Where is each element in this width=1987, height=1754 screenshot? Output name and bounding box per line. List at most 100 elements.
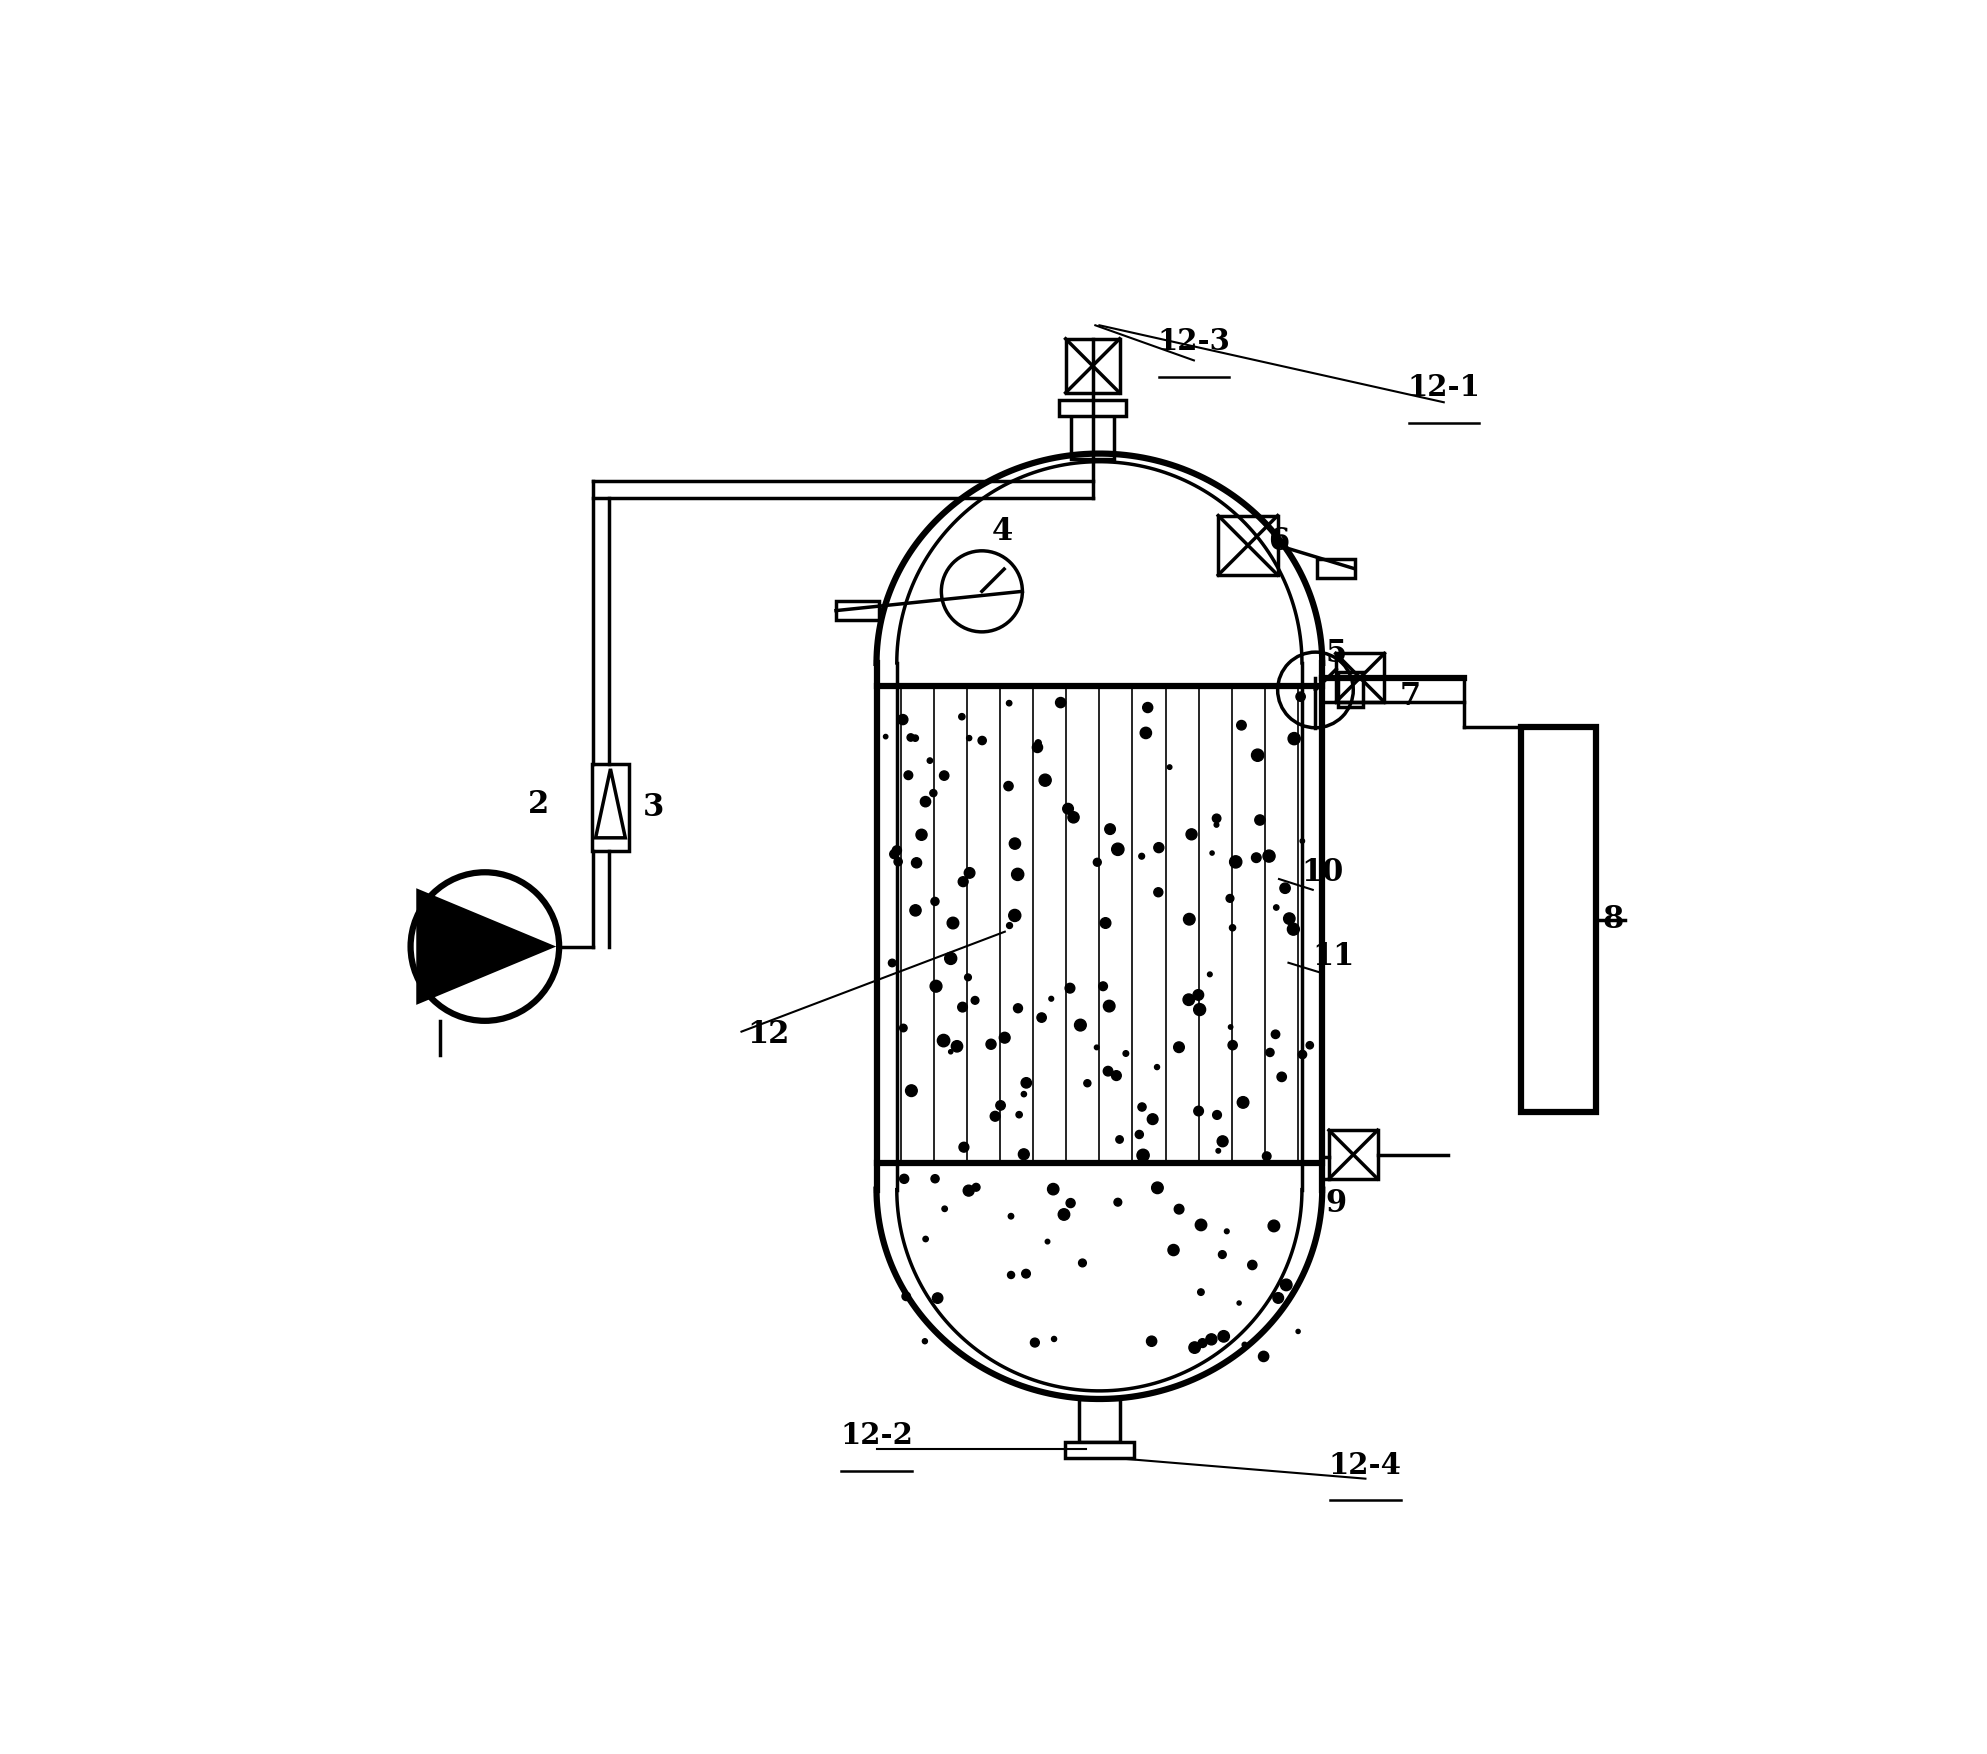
Bar (592, 763, 630, 851)
Point (954, 859, 986, 888)
Point (1220, 847, 1252, 875)
Point (1007, 1080, 1039, 1109)
Point (1278, 724, 1309, 752)
Point (1228, 1331, 1260, 1359)
Bar (1317, 560, 1355, 579)
Point (995, 1261, 1027, 1289)
Point (1045, 689, 1077, 717)
Point (1137, 1328, 1168, 1356)
Point (948, 868, 980, 896)
Point (1224, 1289, 1256, 1317)
Point (1236, 1251, 1268, 1279)
Bar (1071, 407, 1115, 460)
Point (1089, 909, 1121, 937)
Point (1282, 1317, 1313, 1345)
Point (1127, 1142, 1158, 1170)
Point (994, 912, 1025, 940)
Point (1095, 816, 1127, 844)
Point (1278, 916, 1309, 944)
Point (1270, 1272, 1301, 1300)
Bar (1339, 672, 1363, 707)
Point (1047, 1200, 1079, 1228)
Point (882, 847, 914, 875)
Point (1053, 973, 1085, 1002)
Point (1294, 1031, 1325, 1059)
Point (888, 1014, 920, 1042)
Point (922, 1284, 954, 1312)
Point (1200, 810, 1232, 838)
Point (892, 761, 924, 789)
Point (1286, 682, 1317, 710)
Point (1137, 1105, 1168, 1133)
Bar (1522, 728, 1596, 1112)
Point (928, 1026, 960, 1054)
Point (946, 993, 978, 1021)
Point (1057, 803, 1089, 831)
Point (994, 772, 1025, 800)
Point (910, 1224, 942, 1252)
Text: 12-4: 12-4 (1329, 1451, 1403, 1480)
Bar (1079, 1400, 1119, 1442)
Point (900, 724, 932, 752)
Text: 12-2: 12-2 (841, 1421, 912, 1451)
Point (1252, 1142, 1284, 1170)
Point (1053, 795, 1085, 823)
Point (934, 944, 966, 972)
Point (1266, 1063, 1298, 1091)
Text: 3: 3 (644, 793, 664, 823)
Point (995, 1201, 1027, 1230)
Point (948, 1133, 980, 1161)
Point (888, 1165, 920, 1193)
Point (910, 788, 942, 816)
Text: 10: 10 (1301, 856, 1343, 888)
Point (1158, 1237, 1190, 1265)
Point (1186, 1330, 1218, 1358)
Point (1172, 986, 1204, 1014)
Point (1019, 1328, 1051, 1356)
Point (946, 703, 978, 731)
Point (1260, 893, 1292, 921)
Point (954, 724, 986, 752)
Point (1286, 828, 1317, 856)
Point (1001, 995, 1033, 1023)
Point (1127, 842, 1158, 870)
Point (938, 909, 970, 937)
Point (1037, 1324, 1069, 1352)
Point (1216, 1031, 1248, 1059)
Point (1111, 1040, 1143, 1068)
Point (1248, 1342, 1280, 1370)
Point (1101, 1061, 1133, 1089)
Point (1254, 1038, 1286, 1066)
Point (1141, 1052, 1172, 1080)
Point (1007, 1140, 1039, 1168)
Point (890, 1282, 922, 1310)
Text: 11: 11 (1311, 940, 1355, 972)
Point (920, 1165, 952, 1193)
Point (1242, 742, 1274, 770)
Point (896, 1077, 928, 1105)
Point (1240, 844, 1272, 872)
Point (1162, 1194, 1194, 1223)
Point (1270, 873, 1301, 902)
Point (954, 1177, 986, 1205)
Point (1196, 838, 1228, 866)
Point (886, 705, 918, 733)
Point (1009, 1259, 1041, 1287)
Point (990, 1024, 1021, 1052)
Point (1178, 1333, 1210, 1361)
Point (1200, 1102, 1232, 1130)
Point (900, 849, 932, 877)
Point (994, 689, 1025, 717)
Point (999, 902, 1031, 930)
Bar (1335, 654, 1385, 702)
Point (1262, 1284, 1294, 1312)
Point (1214, 1014, 1246, 1042)
Point (1103, 835, 1135, 863)
Point (1025, 1003, 1057, 1031)
Point (1071, 1070, 1103, 1098)
Point (986, 1091, 1017, 1119)
Point (999, 830, 1031, 858)
Point (1011, 1068, 1043, 1096)
Point (870, 723, 902, 751)
Text: 2: 2 (529, 789, 550, 821)
